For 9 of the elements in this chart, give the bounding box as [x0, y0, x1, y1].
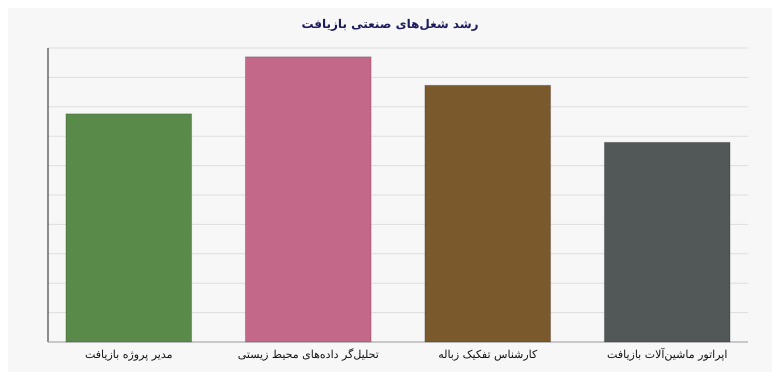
- bar: [244, 56, 372, 342]
- chart-title: رشد شغل‌های صنعتی بازیافت: [301, 17, 479, 31]
- x-tick-label: مدیر پروژه بازیافت: [85, 348, 173, 361]
- bar: [65, 113, 192, 342]
- x-tick-label: اپراتور ماشین‌آلات بازیافت: [607, 347, 728, 361]
- bar: [424, 84, 552, 342]
- x-tick-label: کارشناس تفکیک زباله: [438, 348, 538, 361]
- bar: [604, 142, 731, 342]
- x-tick-label: تحلیل‌گر داده‌های محیط زیستی: [238, 348, 379, 361]
